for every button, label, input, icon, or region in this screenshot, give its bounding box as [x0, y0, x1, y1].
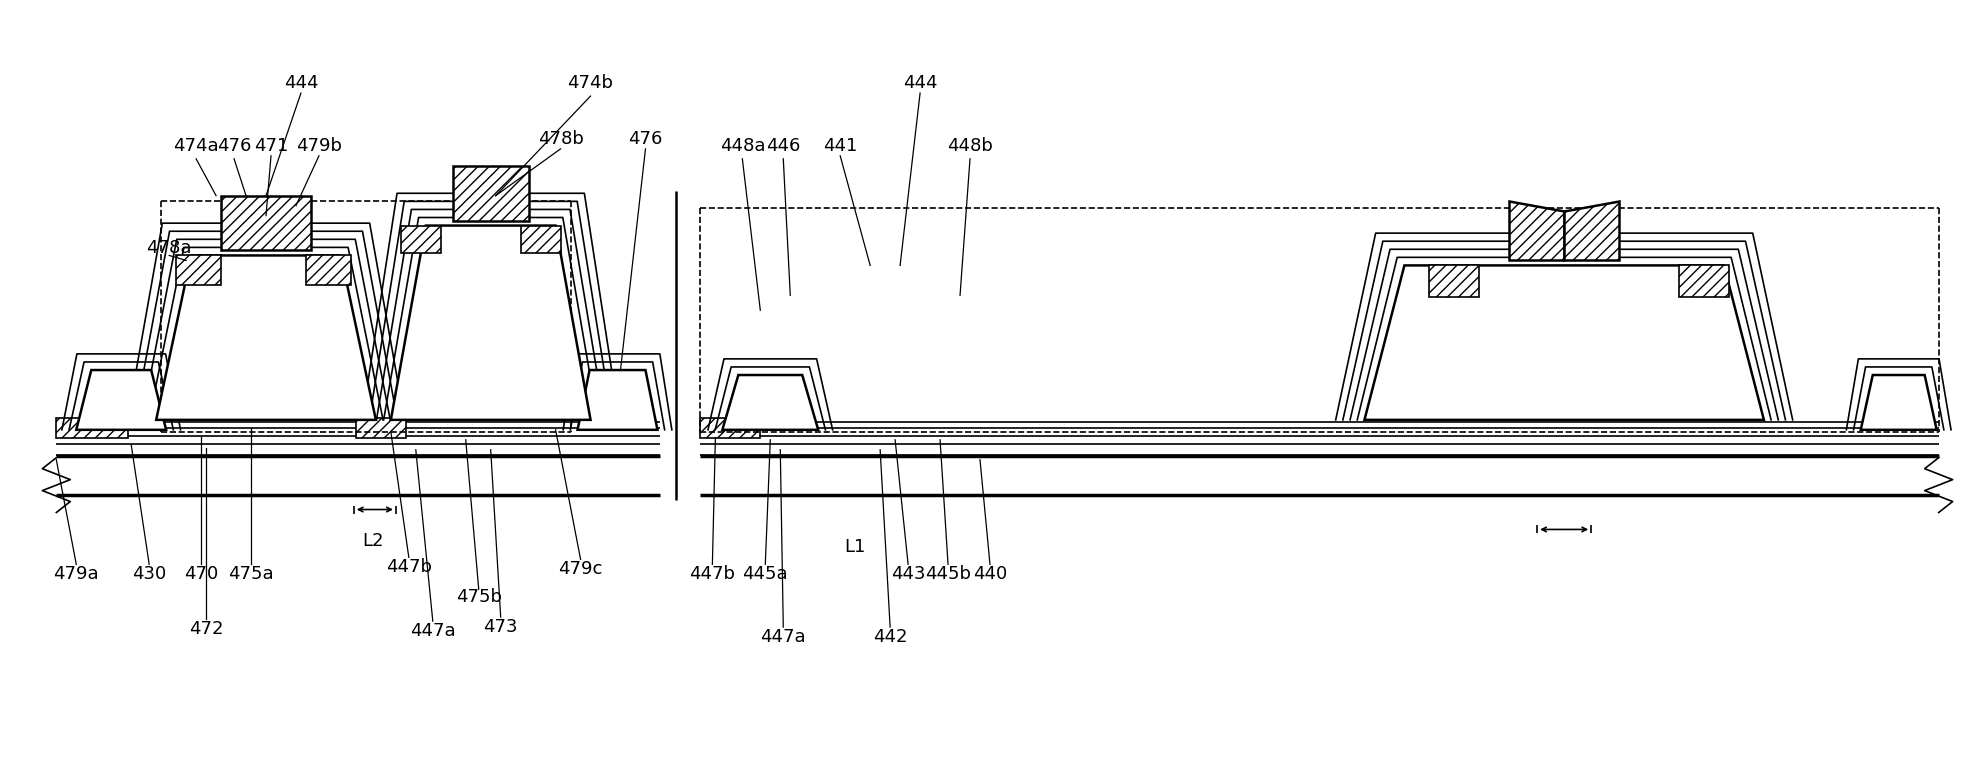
- Polygon shape: [391, 225, 591, 420]
- Text: 470: 470: [185, 565, 218, 583]
- Text: 445a: 445a: [742, 565, 788, 583]
- Text: 478b: 478b: [538, 130, 583, 148]
- Text: 475a: 475a: [228, 565, 273, 583]
- Bar: [520, 225, 560, 254]
- Polygon shape: [77, 370, 167, 430]
- Bar: [355, 418, 407, 438]
- Polygon shape: [155, 256, 375, 420]
- Text: 444: 444: [283, 74, 318, 92]
- Text: 446: 446: [766, 137, 799, 155]
- Text: 445b: 445b: [925, 565, 970, 583]
- Polygon shape: [1508, 200, 1563, 260]
- Text: L1: L1: [845, 538, 866, 556]
- Text: 442: 442: [872, 628, 907, 646]
- Polygon shape: [1563, 200, 1618, 260]
- Polygon shape: [723, 375, 817, 430]
- Text: 472: 472: [189, 620, 224, 638]
- Text: 447b: 447b: [385, 559, 432, 576]
- Bar: [699, 455, 1938, 495]
- Text: 440: 440: [972, 565, 1008, 583]
- Text: 473: 473: [483, 618, 518, 636]
- Bar: [306, 256, 352, 285]
- Bar: [452, 165, 528, 221]
- Text: 447a: 447a: [760, 628, 805, 646]
- Polygon shape: [1363, 266, 1764, 420]
- Bar: [57, 455, 660, 495]
- Text: 471: 471: [253, 137, 289, 155]
- Text: 448a: 448a: [719, 137, 764, 155]
- Text: 475b: 475b: [456, 588, 501, 606]
- Text: 476: 476: [216, 137, 251, 155]
- Text: 444: 444: [901, 74, 937, 92]
- Polygon shape: [1860, 375, 1937, 430]
- Text: 447b: 447b: [689, 565, 735, 583]
- Text: 441: 441: [823, 137, 856, 155]
- Text: 479a: 479a: [53, 565, 98, 583]
- Text: 478a: 478a: [147, 240, 192, 257]
- Bar: [222, 196, 310, 250]
- Text: 448b: 448b: [947, 137, 992, 155]
- Bar: [57, 418, 128, 438]
- Polygon shape: [577, 370, 658, 430]
- Bar: [1428, 266, 1479, 298]
- Text: 479b: 479b: [297, 137, 342, 155]
- Text: 447a: 447a: [410, 622, 456, 640]
- Text: 476: 476: [628, 130, 662, 148]
- Text: L2: L2: [361, 532, 383, 550]
- Bar: [401, 225, 440, 254]
- Bar: [177, 256, 222, 285]
- Text: 430: 430: [132, 565, 167, 583]
- Bar: [1677, 266, 1728, 298]
- Text: 479c: 479c: [558, 560, 603, 578]
- Bar: [699, 418, 760, 438]
- Text: 443: 443: [890, 565, 925, 583]
- Text: 474a: 474a: [173, 137, 218, 155]
- Text: 474b: 474b: [568, 74, 613, 92]
